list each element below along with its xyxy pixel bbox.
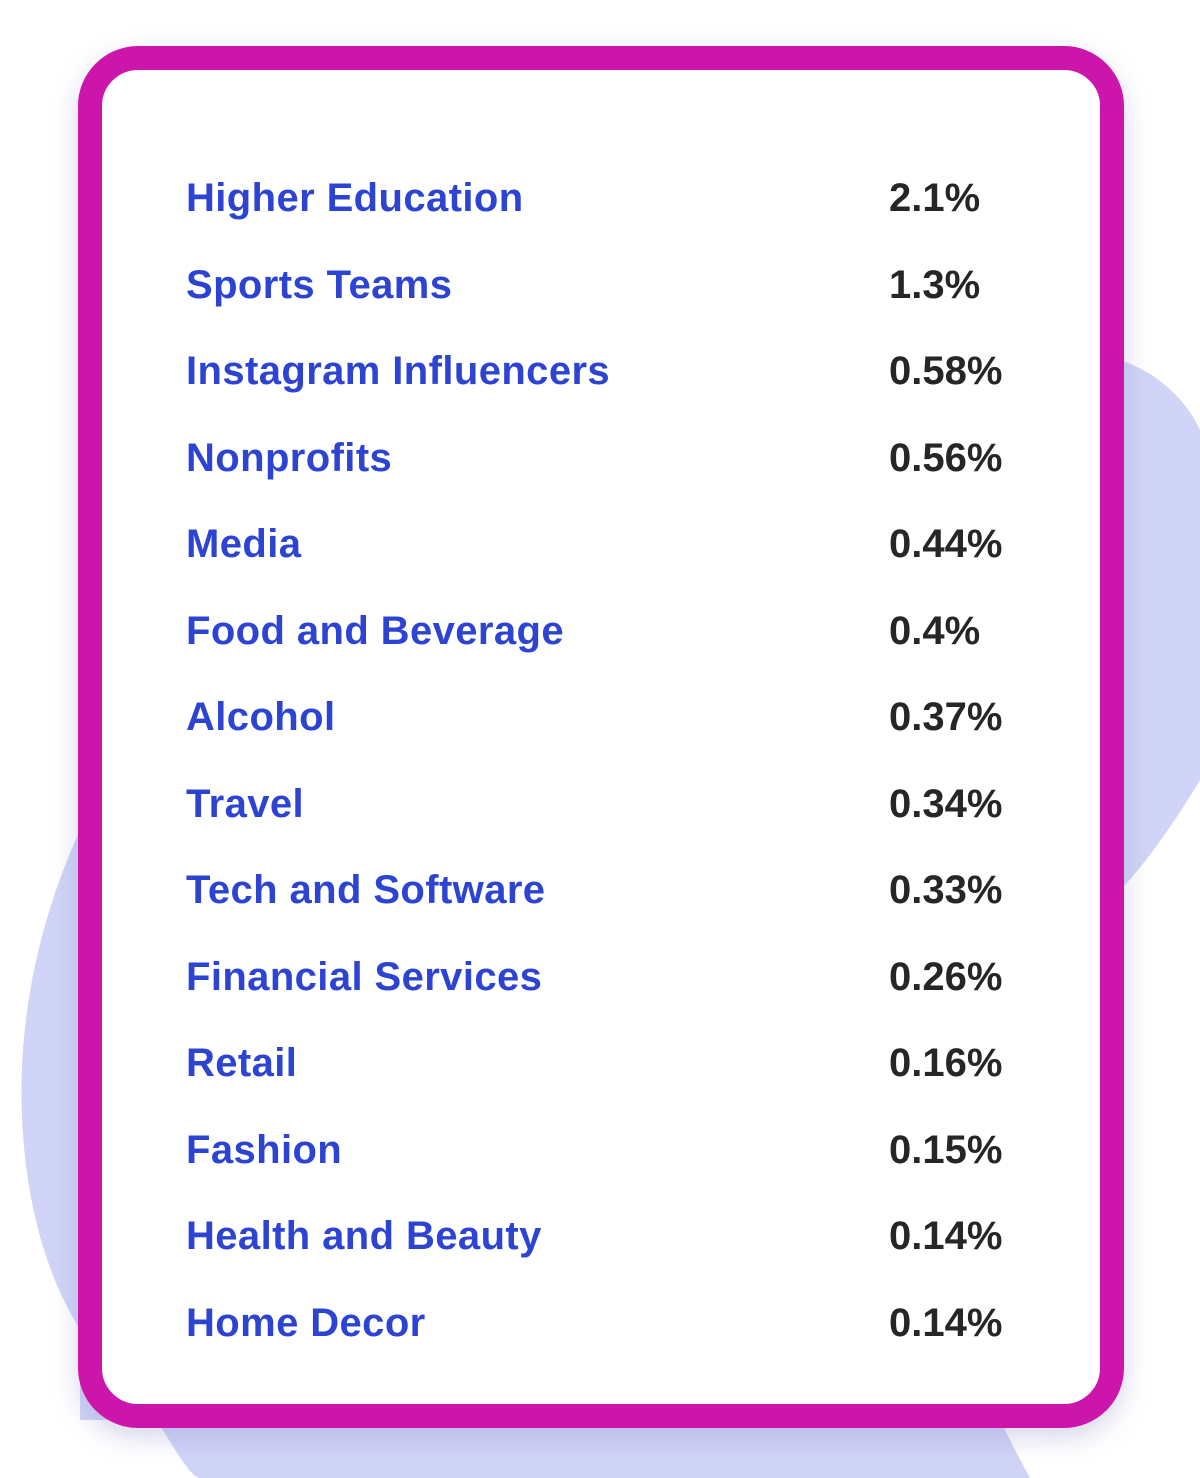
category-label: Retail (186, 1041, 298, 1085)
category-label: Fashion (186, 1127, 343, 1172)
category-label: Health and Beauty (186, 1214, 542, 1258)
table-row: Higher Education 2.1% (186, 158, 1066, 245)
category-label: Instagram Influencers (186, 349, 611, 393)
category-label: Media (186, 522, 302, 566)
table-row: Travel 0.34% (186, 764, 1066, 851)
percentage-value: 0.44% (889, 522, 1003, 566)
percentage-value: 0.34% (889, 781, 1003, 826)
table-row: Retail 0.16% (186, 1023, 1066, 1110)
category-label: Tech and Software (186, 868, 546, 912)
category-label: Alcohol (186, 695, 336, 739)
percentage-value: 2.1% (889, 176, 981, 220)
percentage-value: 0.58% (889, 349, 1003, 393)
table-row: Financial Services 0.26% (186, 937, 1066, 1024)
table-row: Fashion 0.15% (186, 1110, 1066, 1197)
table-row: Food and Beverage 0.4% (186, 591, 1066, 678)
category-label: Financial Services (186, 954, 543, 999)
percentage-value: 0.16% (889, 1041, 1003, 1085)
percentage-value: 0.33% (889, 868, 1003, 912)
percentage-value: 0.15% (889, 1127, 1003, 1172)
table-row: Home Decor 0.14% (186, 1283, 1066, 1370)
category-label: Sports Teams (186, 262, 453, 307)
percentage-value: 0.14% (889, 1300, 1003, 1345)
stats-table: Higher Education 2.1% Sports Teams 1.3% Inst… (186, 158, 1066, 1369)
percentage-value: 1.3% (889, 262, 981, 307)
table-row: Sports Teams 1.3% (186, 245, 1066, 332)
table-row: Health and Beauty 0.14% (186, 1196, 1066, 1283)
percentage-value: 0.37% (889, 695, 1003, 739)
table-row: Nonprofits 0.56% (186, 418, 1066, 505)
percentage-value: 0.56% (889, 435, 1003, 480)
category-label: Travel (186, 781, 305, 826)
table-row: Alcohol 0.37% (186, 677, 1066, 764)
table-row: Tech and Software 0.33% (186, 850, 1066, 937)
percentage-value: 0.14% (889, 1214, 1003, 1258)
category-label: Nonprofits (186, 435, 393, 480)
category-label: Home Decor (186, 1300, 426, 1345)
category-label: Food and Beverage (186, 608, 564, 653)
percentage-value: 0.26% (889, 954, 1003, 999)
stats-card: Higher Education 2.1% Sports Teams 1.3% Inst… (78, 46, 1124, 1428)
table-row: Media 0.44% (186, 504, 1066, 591)
category-label: Higher Education (186, 176, 524, 220)
percentage-value: 0.4% (889, 608, 981, 653)
table-row: Instagram Influencers 0.58% (186, 331, 1066, 418)
